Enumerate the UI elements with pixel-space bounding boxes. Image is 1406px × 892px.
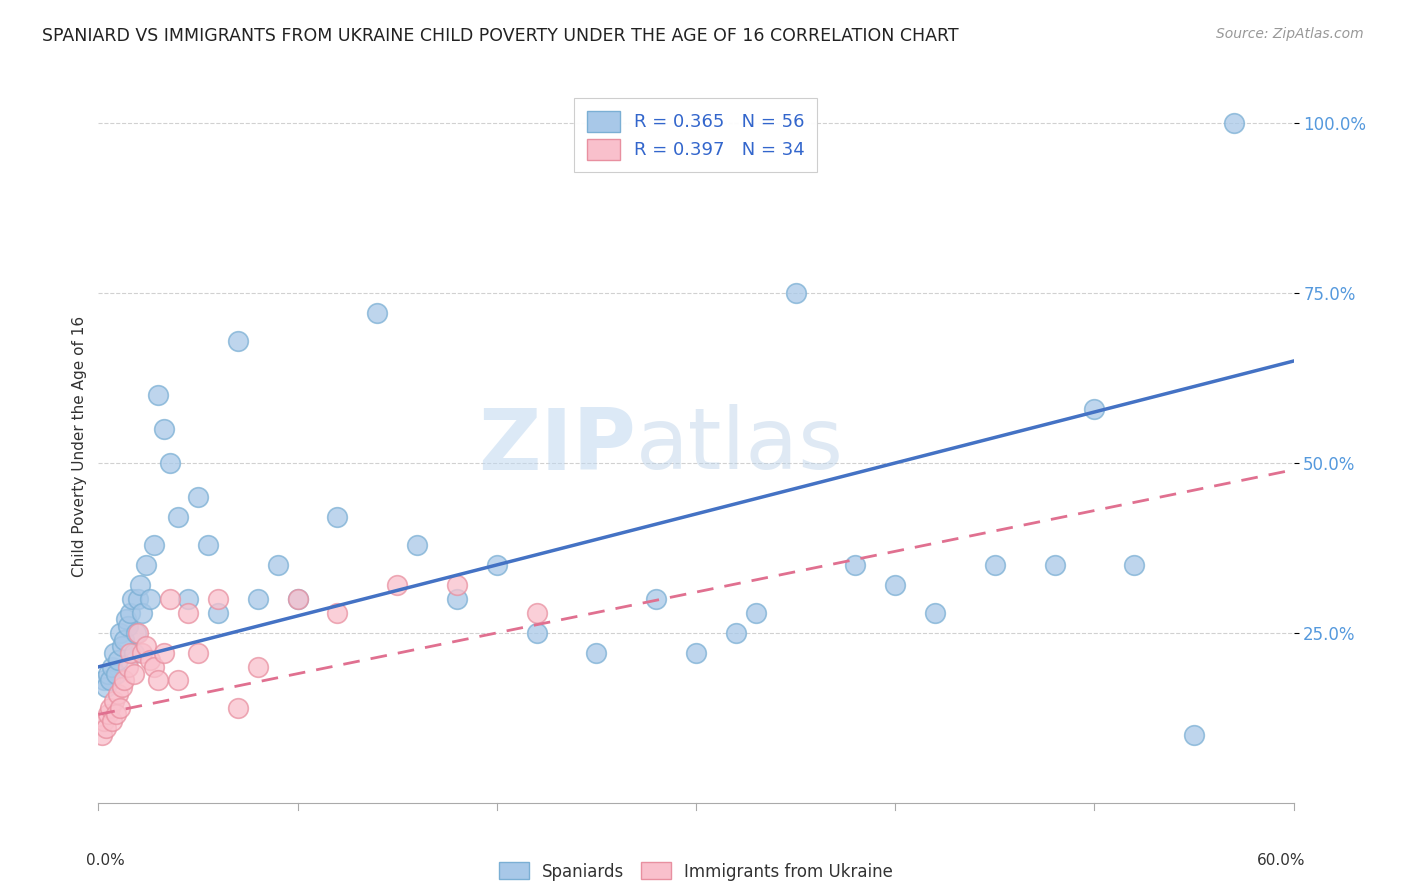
Point xyxy=(101,660,124,674)
Point xyxy=(246,660,269,674)
Point xyxy=(124,646,146,660)
Point xyxy=(287,591,309,606)
Point xyxy=(1123,558,1146,572)
Point xyxy=(103,646,125,660)
Point xyxy=(446,591,468,606)
Point xyxy=(129,578,152,592)
Point xyxy=(98,700,122,714)
Point xyxy=(107,687,129,701)
Point xyxy=(105,666,128,681)
Point xyxy=(115,612,138,626)
Point xyxy=(585,646,607,660)
Point xyxy=(112,673,135,688)
Point xyxy=(97,666,120,681)
Point xyxy=(246,591,269,606)
Point xyxy=(117,660,139,674)
Point xyxy=(1043,558,1066,572)
Point xyxy=(177,606,200,620)
Point xyxy=(117,619,139,633)
Point xyxy=(187,646,209,660)
Point xyxy=(127,626,149,640)
Point xyxy=(1182,728,1205,742)
Point xyxy=(724,626,747,640)
Point xyxy=(124,666,146,681)
Point xyxy=(207,606,229,620)
Point xyxy=(326,606,349,620)
Point xyxy=(135,558,157,572)
Point xyxy=(148,388,170,402)
Point xyxy=(983,558,1005,572)
Point xyxy=(153,422,176,436)
Point xyxy=(526,606,548,620)
Point xyxy=(98,673,122,688)
Point xyxy=(120,646,142,660)
Point xyxy=(685,646,707,660)
Point xyxy=(844,558,866,572)
Point xyxy=(131,646,153,660)
Point xyxy=(177,591,200,606)
Y-axis label: Child Poverty Under the Age of 16: Child Poverty Under the Age of 16 xyxy=(72,316,87,576)
Point xyxy=(139,653,162,667)
Point xyxy=(91,728,114,742)
Point xyxy=(1222,116,1246,130)
Point xyxy=(127,591,149,606)
Point xyxy=(153,646,176,660)
Point xyxy=(93,673,115,688)
Point xyxy=(143,660,166,674)
Point xyxy=(105,707,128,722)
Point xyxy=(111,680,134,694)
Point xyxy=(406,537,429,551)
Point xyxy=(120,606,142,620)
Point xyxy=(101,714,124,729)
Point xyxy=(197,537,219,551)
Point xyxy=(96,721,118,735)
Point xyxy=(111,640,134,654)
Point xyxy=(143,537,166,551)
Text: 60.0%: 60.0% xyxy=(1257,853,1305,868)
Point xyxy=(287,591,309,606)
Point xyxy=(110,700,132,714)
Point xyxy=(385,578,409,592)
Point xyxy=(366,306,388,320)
Point xyxy=(207,591,229,606)
Point xyxy=(110,626,132,640)
Text: ZIP: ZIP xyxy=(478,404,636,488)
Point xyxy=(924,606,946,620)
Point xyxy=(884,578,907,592)
Point xyxy=(187,490,209,504)
Legend: Spaniards, Immigrants from Ukraine: Spaniards, Immigrants from Ukraine xyxy=(492,855,900,888)
Text: SPANIARD VS IMMIGRANTS FROM UKRAINE CHILD POVERTY UNDER THE AGE OF 16 CORRELATIO: SPANIARD VS IMMIGRANTS FROM UKRAINE CHIL… xyxy=(42,27,959,45)
Point xyxy=(785,286,807,301)
Point xyxy=(526,626,548,640)
Point xyxy=(226,700,249,714)
Point xyxy=(446,578,468,592)
Text: atlas: atlas xyxy=(636,404,844,488)
Point xyxy=(1083,401,1105,416)
Point xyxy=(167,510,190,524)
Point xyxy=(485,558,508,572)
Point xyxy=(745,606,768,620)
Point xyxy=(93,714,115,729)
Point xyxy=(226,334,249,348)
Point xyxy=(645,591,668,606)
Point xyxy=(103,694,125,708)
Point xyxy=(159,591,181,606)
Point xyxy=(131,606,153,620)
Text: Source: ZipAtlas.com: Source: ZipAtlas.com xyxy=(1216,27,1364,41)
Point xyxy=(267,558,290,572)
Point xyxy=(167,673,190,688)
Point xyxy=(159,456,181,470)
Point xyxy=(96,680,118,694)
Point xyxy=(148,673,170,688)
Point xyxy=(121,591,143,606)
Point xyxy=(112,632,135,647)
Point xyxy=(326,510,349,524)
Point xyxy=(125,626,148,640)
Point xyxy=(139,591,162,606)
Point xyxy=(107,653,129,667)
Point xyxy=(135,640,157,654)
Text: 0.0%: 0.0% xyxy=(87,853,125,868)
Point xyxy=(97,707,120,722)
